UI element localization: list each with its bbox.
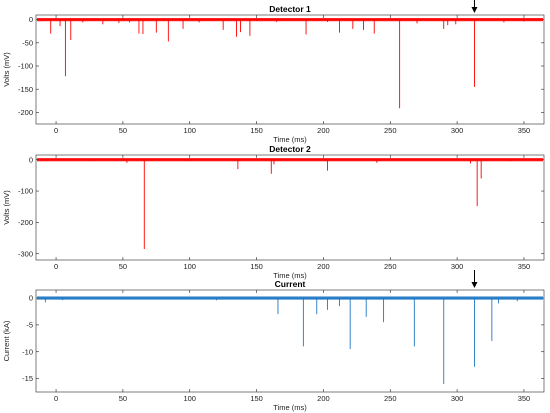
x-tick-label: 250 <box>384 394 397 403</box>
x-tick-label: 100 <box>183 262 196 271</box>
x-axis-label: Time (ms) <box>273 403 307 412</box>
y-tick-label: -50 <box>22 38 33 47</box>
x-tick-label: 200 <box>317 126 330 135</box>
arrow-marker-head <box>471 282 478 288</box>
y-axis-label: Volts (mV) <box>2 190 11 225</box>
y-tick-label: 0 <box>29 155 33 164</box>
x-tick-label: 300 <box>451 262 464 271</box>
y-tick-label: -15 <box>22 374 33 383</box>
y-tick-label: -100 <box>18 187 33 196</box>
plot-frame <box>35 289 545 393</box>
x-tick-label: 200 <box>317 394 330 403</box>
x-tick-label: 350 <box>518 394 531 403</box>
x-tick-label: 100 <box>183 126 196 135</box>
arrow-marker-head <box>471 7 478 13</box>
x-tick-label: 150 <box>250 394 263 403</box>
y-tick-label: -150 <box>18 85 33 94</box>
x-tick-label: 150 <box>250 262 263 271</box>
x-tick-label: 200 <box>317 262 330 271</box>
chart-title: Detector 2 <box>269 144 311 154</box>
y-tick-label: -200 <box>18 108 33 117</box>
x-axis-label: Time (ms) <box>273 271 307 280</box>
y-tick-label: -5 <box>26 320 33 329</box>
plot-frame <box>35 14 545 125</box>
x-tick-label: 250 <box>384 126 397 135</box>
x-tick-label: 0 <box>54 126 58 135</box>
y-tick-label: 0 <box>29 294 33 303</box>
x-tick-label: 0 <box>54 262 58 271</box>
plot-frame <box>35 154 545 261</box>
x-tick-label: 350 <box>518 262 531 271</box>
y-tick-label: -100 <box>18 62 33 71</box>
panel-current: Current 0 50 100 150 200 250 300 350 0 -5 -10 -15 Tim… <box>2 270 545 412</box>
x-axis-label: Time (ms) <box>273 135 307 144</box>
y-axis-label: Volts (mV) <box>2 52 11 87</box>
y-tick-label: 0 <box>29 15 33 24</box>
x-tick-label: 300 <box>451 394 464 403</box>
x-tick-label: 100 <box>183 394 196 403</box>
panel-detector-2: Detector 2 0 50 100 150 200 250 300 350 0 -100 -200… <box>2 144 545 280</box>
panel-detector-1: Detector 1 0 50 100 150 200 250 300 350 0 -50 -100 -… <box>2 0 545 144</box>
y-axis-label: Current (kA) <box>2 320 11 361</box>
chart-title: Detector 1 <box>269 4 311 14</box>
x-tick-label: 0 <box>54 394 58 403</box>
x-tick-label: 150 <box>250 126 263 135</box>
x-tick-label: 50 <box>119 126 127 135</box>
x-tick-label: 300 <box>451 126 464 135</box>
x-tick-label: 50 <box>119 394 127 403</box>
x-tick-label: 250 <box>384 262 397 271</box>
x-tick-label: 350 <box>518 126 531 135</box>
y-tick-label: -10 <box>22 347 33 356</box>
chart-title: Current <box>275 279 306 289</box>
x-tick-label: 50 <box>119 262 127 271</box>
y-tick-label: -300 <box>18 249 33 258</box>
y-tick-label: -200 <box>18 218 33 227</box>
